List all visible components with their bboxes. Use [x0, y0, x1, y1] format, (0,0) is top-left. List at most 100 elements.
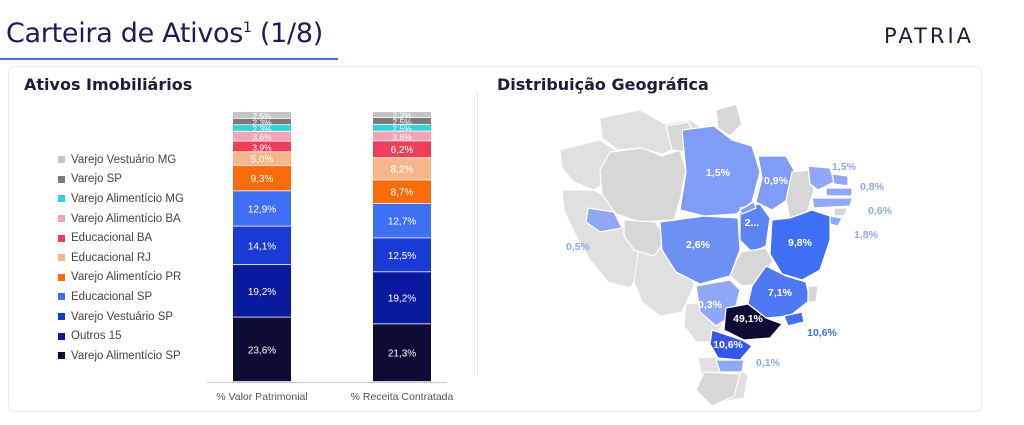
x-tick-label: % Valor Patrimonial — [216, 391, 307, 403]
legend-label: Educacional SP — [71, 290, 153, 303]
map-state-acre — [585, 207, 623, 233]
bar-data-label: 12,5% — [388, 251, 416, 262]
bar-data-label: 2,5% — [392, 117, 412, 127]
map-state-sergipe — [829, 215, 843, 227]
legend-swatch — [58, 313, 65, 321]
footnote-marker: 1 — [243, 20, 252, 36]
legend-label: Varejo Alimentício MG — [71, 192, 184, 205]
legend-label: Varejo Vestuário SP — [71, 310, 174, 323]
map-state-rondonia — [623, 219, 667, 257]
legend-label: Varejo Alimentício SP — [71, 349, 181, 362]
legend-label: Educacional BA — [71, 232, 153, 245]
map-inside-label: 2,6% — [686, 239, 711, 251]
legend-item: Educacional SP — [58, 287, 184, 307]
bar-data-label: 19,2% — [388, 294, 416, 305]
bar-segment-1-4 — [373, 180, 431, 204]
bar-data-label: 12,7% — [388, 217, 416, 228]
bar-data-label: 3,6% — [252, 132, 272, 142]
bar-data-label: 3,6% — [392, 132, 412, 142]
title-underline — [0, 58, 338, 60]
legend-label: Varejo Alimentício BA — [71, 212, 181, 225]
bar-segment-0-0 — [233, 317, 291, 382]
map-state-rio-grande-do-norte — [831, 173, 849, 187]
bar-segment-1-6 — [373, 141, 431, 158]
map-outside-label: 1,8% — [854, 229, 879, 241]
legend-swatch — [58, 273, 65, 281]
bar-data-label: 3,9% — [252, 142, 272, 152]
legend-swatch — [58, 234, 65, 242]
legend-swatch — [58, 332, 65, 340]
bar-segment-1-5 — [373, 158, 431, 180]
bar-data-label: 5,0% — [251, 155, 274, 166]
x-tick-label: % Receita Contratada — [351, 391, 454, 403]
map-inside-label: 7,1% — [768, 287, 793, 299]
bar-segment-0-2 — [233, 226, 291, 265]
bar-segment-1-7 — [373, 131, 431, 141]
bar-data-label: 9,3% — [251, 174, 274, 185]
bar-segment-0-10 — [233, 112, 291, 119]
bar-data-label: 21,3% — [388, 349, 416, 360]
map-outside-label: 0,6% — [868, 205, 893, 217]
legend-item: Educacional BA — [58, 228, 184, 248]
panel-divider — [477, 92, 478, 376]
bar-segment-0-8 — [233, 125, 291, 131]
map-inside-label: 49,1% — [733, 313, 763, 325]
right-panel-title: Distribuição Geográfica — [497, 75, 709, 94]
bar-segment-1-0 — [373, 324, 431, 382]
brazil-map: 1,5% 0,9% 2... 2,6% 9,8% 7,1% 0,3% 49,1% 10,6% 1,… — [559, 103, 893, 407]
map-state-amazonas — [599, 147, 687, 223]
bar-data-label: 2,5% — [392, 124, 412, 134]
legend-label: Outros 15 — [71, 330, 122, 343]
legend-item: Varejo SP — [58, 170, 184, 190]
chart-legend: Varejo Vestuário MG Varejo SP Varejo Alime… — [58, 150, 184, 366]
bar-data-label: 6,2% — [391, 145, 414, 156]
map-outside-label: 0,8% — [860, 181, 885, 193]
map-state-sao-paulo — [723, 303, 784, 341]
bar-segment-0-5 — [233, 152, 291, 166]
map-inside-label: 0,9% — [764, 175, 789, 187]
bar-data-label: 14,1% — [248, 241, 276, 252]
legend-item: Varejo Vestuário MG — [58, 150, 184, 170]
legend-swatch — [58, 156, 65, 164]
bar-segment-1-8 — [373, 124, 431, 131]
legend-swatch — [58, 175, 65, 183]
legend-swatch — [58, 195, 65, 203]
map-inside-label: 0,3% — [698, 299, 723, 311]
map-state-santa-catarina — [715, 359, 745, 373]
legend-item: Varejo Alimentício BA — [58, 209, 184, 229]
bar-segment-1-9 — [373, 117, 431, 124]
map-state-ceara — [807, 165, 835, 191]
map-state-amapa — [715, 103, 743, 137]
bar-data-label: 2,3% — [252, 117, 272, 127]
bar-segment-0-9 — [233, 118, 291, 125]
legend-label: Educacional RJ — [71, 251, 151, 264]
map-state-maranhao — [755, 155, 797, 211]
map-state-rio-de-janeiro — [783, 311, 805, 327]
legend-swatch — [58, 352, 65, 360]
map-state-para — [679, 125, 761, 217]
legend-swatch — [58, 254, 65, 262]
map-inside-label: 2... — [745, 217, 760, 229]
bar-data-label: 2,5% — [252, 111, 272, 121]
bar-segment-1-10 — [373, 112, 431, 118]
legend-label: Varejo SP — [71, 173, 122, 186]
bar-data-label: 12,9% — [248, 204, 276, 215]
left-panel-title: Ativos Imobiliários — [24, 75, 193, 94]
bar-segment-0-4 — [233, 165, 291, 191]
page-title: Carteira de Ativos1 (1/8) — [6, 18, 323, 49]
bar-segment-1-2 — [373, 238, 431, 272]
map-state-espirito-santo — [807, 285, 819, 303]
legend-label: Varejo Alimentício PR — [71, 271, 182, 284]
map-outside-label: 10,6% — [807, 327, 837, 339]
bar-data-label: 8,7% — [391, 188, 414, 199]
bar-segment-0-6 — [233, 141, 291, 152]
map-state-alagoas — [833, 207, 849, 217]
legend-item: Varejo Alimentício MG — [58, 189, 184, 209]
bar-segment-1-3 — [373, 203, 431, 238]
map-state-paraiba — [825, 187, 853, 197]
legend-swatch — [58, 293, 65, 301]
map-state-rio-grande-do-sul — [695, 371, 741, 407]
bar-segment-1-1 — [373, 272, 431, 324]
map-state-pa-south — [739, 201, 757, 215]
patria-logo: PATRIA — [884, 24, 975, 48]
